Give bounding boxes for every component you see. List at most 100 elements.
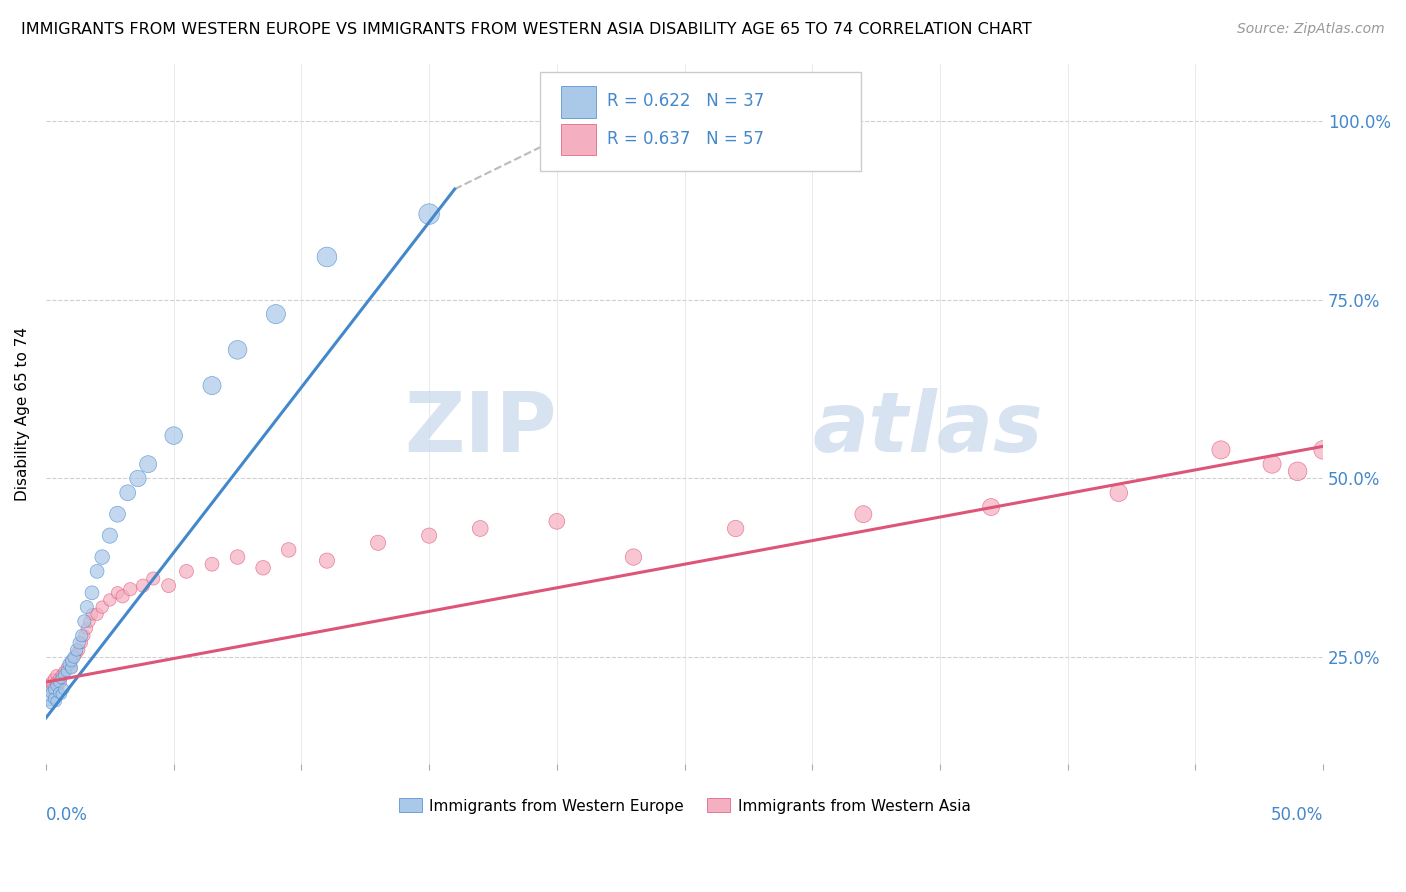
Point	[418, 528, 440, 542]
Point	[980, 500, 1002, 514]
Point	[45, 675, 67, 690]
Point	[67, 636, 90, 650]
Text: Source: ZipAtlas.com: Source: ZipAtlas.com	[1237, 22, 1385, 37]
Point	[1375, 464, 1398, 478]
FancyBboxPatch shape	[540, 72, 860, 171]
Point	[48, 679, 70, 693]
Point	[65, 647, 87, 661]
Point	[252, 561, 274, 575]
Point	[1261, 457, 1284, 471]
Point	[52, 665, 75, 679]
Point	[52, 668, 75, 682]
Point	[51, 675, 73, 690]
Point	[1312, 442, 1334, 457]
Point	[73, 615, 96, 629]
Point	[45, 694, 67, 708]
Point	[39, 697, 62, 711]
Text: 0.0%: 0.0%	[46, 806, 87, 824]
Point	[418, 207, 440, 221]
Point	[157, 579, 180, 593]
Point	[136, 457, 159, 471]
Point	[63, 650, 86, 665]
Point	[201, 378, 224, 392]
Point	[546, 514, 568, 528]
Point	[852, 507, 875, 521]
Text: atlas: atlas	[813, 388, 1043, 468]
Point	[724, 521, 747, 535]
Point	[42, 682, 65, 697]
Point	[39, 675, 62, 690]
Text: R = 0.622   N = 37: R = 0.622 N = 37	[606, 92, 763, 111]
Point	[176, 565, 198, 579]
Point	[60, 654, 83, 668]
Point	[52, 682, 75, 697]
Point	[55, 665, 77, 679]
Text: R = 0.637   N = 57: R = 0.637 N = 57	[606, 130, 763, 148]
Point	[1209, 442, 1232, 457]
Point	[120, 582, 142, 597]
Point	[277, 543, 299, 558]
Point	[117, 485, 139, 500]
Point	[163, 428, 186, 442]
FancyBboxPatch shape	[561, 87, 596, 118]
Point	[76, 600, 98, 615]
Point	[127, 471, 149, 485]
Point	[55, 661, 77, 675]
Point	[60, 654, 83, 668]
Point	[367, 535, 389, 549]
Y-axis label: Disability Age 65 to 74: Disability Age 65 to 74	[15, 327, 30, 501]
Point	[98, 593, 121, 607]
Point	[80, 586, 103, 600]
Point	[111, 590, 134, 604]
Point	[623, 550, 645, 565]
Point	[79, 615, 101, 629]
Point	[48, 672, 70, 686]
Point	[42, 686, 65, 700]
Point	[45, 679, 67, 693]
Point	[76, 622, 98, 636]
Text: ZIP: ZIP	[405, 388, 557, 468]
FancyBboxPatch shape	[561, 124, 596, 155]
Point	[70, 636, 93, 650]
Point	[73, 629, 96, 643]
Point	[86, 565, 108, 579]
Point	[132, 579, 155, 593]
Point	[201, 558, 224, 572]
Point	[316, 250, 339, 264]
Point	[1362, 453, 1385, 467]
Point	[51, 668, 73, 682]
Point	[142, 572, 165, 586]
Point	[42, 691, 65, 706]
Point	[39, 682, 62, 697]
Point	[38, 690, 60, 704]
Point	[70, 629, 93, 643]
Point	[316, 554, 339, 568]
Text: 50.0%: 50.0%	[1271, 806, 1323, 824]
Point	[65, 643, 87, 657]
Text: IMMIGRANTS FROM WESTERN EUROPE VS IMMIGRANTS FROM WESTERN ASIA DISABILITY AGE 65: IMMIGRANTS FROM WESTERN EUROPE VS IMMIGR…	[21, 22, 1032, 37]
Point	[80, 607, 103, 622]
Point	[86, 607, 108, 622]
Point	[39, 686, 62, 700]
Point	[42, 672, 65, 686]
Point	[63, 650, 86, 665]
Point	[264, 307, 287, 321]
Point	[58, 657, 80, 672]
Point	[1108, 485, 1130, 500]
Point	[45, 668, 67, 682]
Legend: Immigrants from Western Europe, Immigrants from Western Asia: Immigrants from Western Europe, Immigran…	[392, 792, 977, 820]
Point	[60, 661, 83, 675]
Point	[60, 661, 83, 675]
Point	[91, 550, 114, 565]
Point	[1286, 464, 1309, 478]
Point	[226, 550, 249, 565]
Point	[67, 643, 90, 657]
Point	[226, 343, 249, 357]
Point	[107, 507, 129, 521]
Point	[1324, 471, 1347, 485]
Point	[1337, 450, 1360, 464]
Point	[38, 679, 60, 693]
Point	[1350, 460, 1372, 475]
Point	[48, 675, 70, 690]
Point	[58, 657, 80, 672]
